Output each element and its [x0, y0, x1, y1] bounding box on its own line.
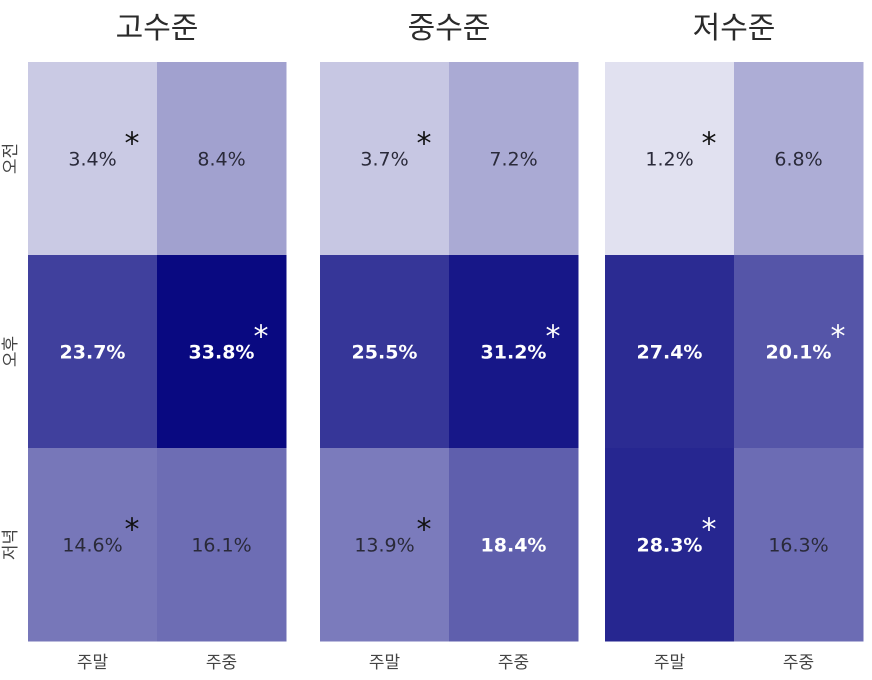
cell-value-label: 8.4%	[197, 149, 245, 171]
cell-value-label: 25.5%	[352, 342, 418, 364]
significance-marker: *	[125, 513, 140, 548]
cell-value-label: 16.1%	[191, 535, 251, 557]
heatmap-cell	[449, 448, 579, 642]
cell-value-label: 33.8%	[189, 342, 255, 364]
cell-value-label: 31.2%	[481, 342, 547, 364]
cell-value-label: 3.7%	[360, 149, 408, 171]
x-tick-label: 주말	[369, 653, 401, 673]
panel-title: 저수준	[693, 11, 776, 46]
significance-marker: *	[702, 127, 717, 162]
y-tick-label: 저녁	[1, 529, 21, 560]
cell-value-label: 3.4%	[68, 149, 116, 171]
x-tick-label: 주중	[783, 653, 814, 673]
cell-value-label: 18.4%	[481, 535, 547, 557]
heatmap-cell	[734, 62, 864, 256]
cell-value-label: 16.3%	[768, 535, 828, 557]
heatmap-cell	[28, 255, 158, 449]
cell-value-label: 20.1%	[766, 342, 832, 364]
significance-marker: *	[417, 513, 432, 548]
panel-title: 중수준	[408, 11, 491, 46]
x-tick-label: 주중	[498, 653, 529, 673]
significance-marker: *	[254, 320, 269, 355]
x-tick-label: 주중	[206, 653, 237, 673]
x-tick-label: 주말	[654, 653, 686, 673]
significance-marker: *	[702, 513, 717, 548]
heatmap-cell	[449, 62, 579, 256]
significance-marker: *	[831, 320, 846, 355]
cell-value-label: 23.7%	[60, 342, 126, 364]
cell-value-label: 27.4%	[637, 342, 703, 364]
heatmap-cell	[449, 255, 579, 449]
y-tick-label: 오후	[1, 336, 21, 367]
cell-value-label: 14.6%	[62, 535, 122, 557]
heatmap-cell	[320, 448, 450, 642]
heatmap-cell	[28, 448, 158, 642]
cell-value-label: 28.3%	[637, 535, 703, 557]
cell-value-label: 1.2%	[645, 149, 693, 171]
heatmap-cell	[605, 255, 735, 449]
significance-marker: *	[125, 127, 140, 162]
cell-value-label: 13.9%	[354, 535, 414, 557]
heatmap-cell	[157, 448, 287, 642]
x-tick-label: 주말	[77, 653, 109, 673]
heatmap-cell	[157, 255, 287, 449]
heatmap-cell	[605, 62, 735, 256]
cell-value-label: 7.2%	[489, 149, 537, 171]
heatmap-cell	[157, 62, 287, 256]
heatmap-cell	[28, 62, 158, 256]
heatmap-cell	[605, 448, 735, 642]
heatmap-cell	[320, 255, 450, 449]
heatmap-cell	[320, 62, 450, 256]
panel-title: 고수준	[116, 11, 199, 46]
heatmap-cell	[734, 448, 864, 642]
significance-marker: *	[546, 320, 561, 355]
heatmap-cell	[734, 255, 864, 449]
significance-marker: *	[417, 127, 432, 162]
cell-value-label: 6.8%	[774, 149, 822, 171]
y-tick-label: 오전	[1, 143, 21, 174]
